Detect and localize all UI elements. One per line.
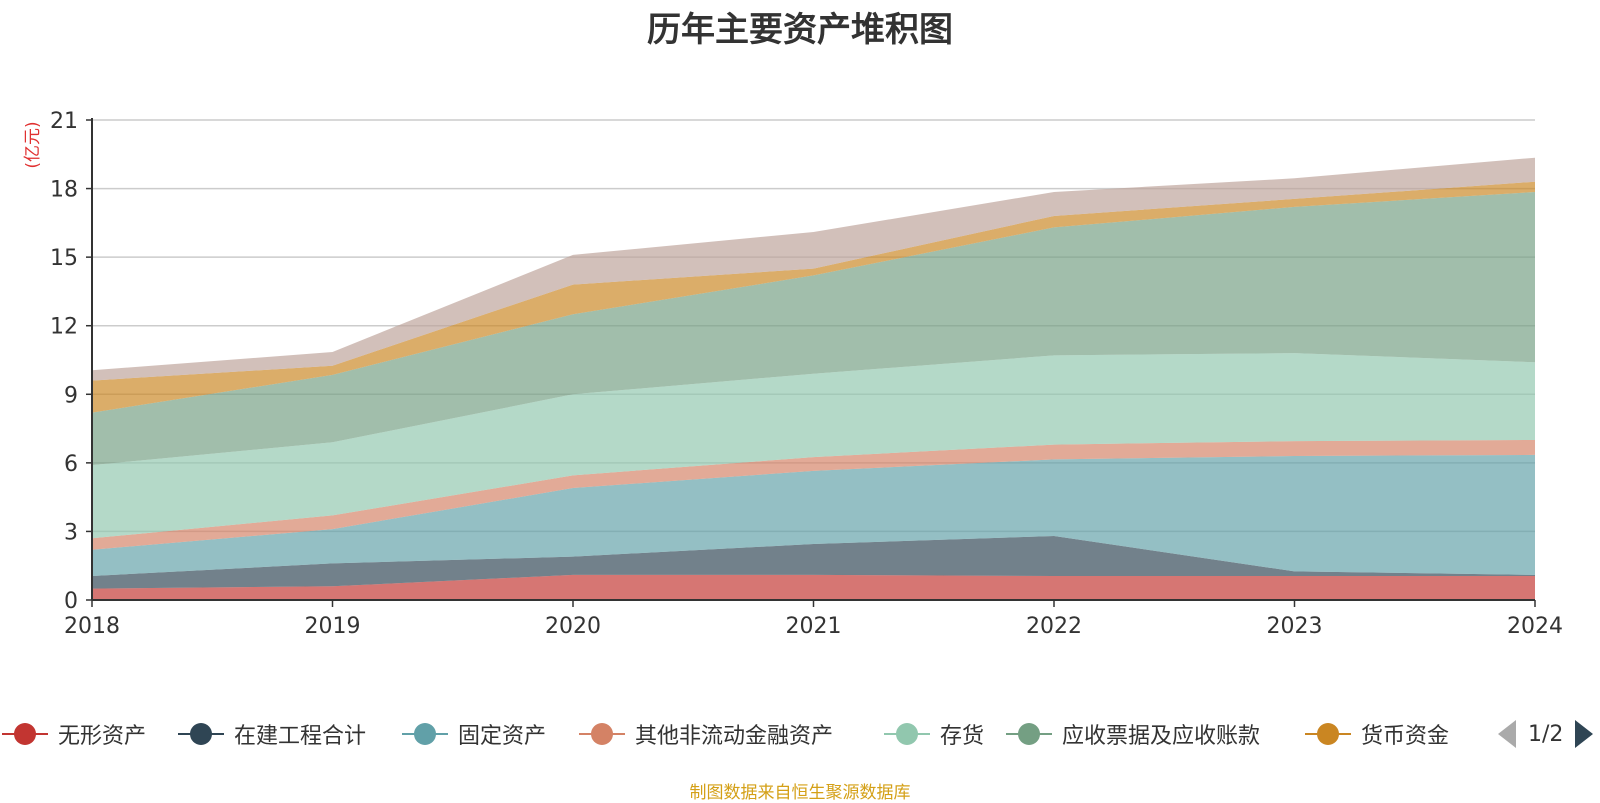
area-series-6[interactable] xyxy=(92,181,1535,413)
x-tick-label: 2023 xyxy=(1267,614,1323,639)
area-series-3[interactable] xyxy=(92,440,1535,550)
area-layer xyxy=(92,157,1535,600)
x-tick-label: 2022 xyxy=(1026,614,1082,639)
legend-item[interactable]: 货币资金 xyxy=(1303,716,1449,752)
area-series-1[interactable] xyxy=(92,536,1535,589)
y-tick-label: 12 xyxy=(50,315,78,340)
x-tick-label: 2024 xyxy=(1507,614,1563,639)
legend-item[interactable]: 存货 xyxy=(882,716,984,752)
y-tick-label: 3 xyxy=(64,520,78,545)
legend-item[interactable]: 应收票据及应收账款 xyxy=(1004,716,1260,752)
legend-label: 应收票据及应收账款 xyxy=(1062,724,1261,749)
area-series-5[interactable] xyxy=(92,192,1535,466)
legend-marker-icon xyxy=(400,716,450,752)
y-tick-label: 9 xyxy=(64,383,78,408)
area-series-4[interactable] xyxy=(92,353,1535,539)
legend-item[interactable]: 其他非流动金融资产 xyxy=(577,716,833,752)
y-tick-label: 21 xyxy=(50,109,78,134)
source-note: 制图数据来自恒生聚源数据库 xyxy=(689,783,911,803)
x-tick-label: 2018 xyxy=(64,614,120,639)
legend-marker-icon xyxy=(577,716,627,752)
y-tick-label: 15 xyxy=(50,246,78,271)
area-series-7[interactable] xyxy=(92,157,1535,381)
y-tick-label: 0 xyxy=(64,589,78,614)
area-series-2[interactable] xyxy=(92,454,1535,576)
area-series-0[interactable] xyxy=(92,574,1535,600)
pager-next-icon[interactable] xyxy=(1575,720,1594,748)
y-tick-label: 18 xyxy=(50,178,78,203)
legend-item[interactable]: 无形资产 xyxy=(0,716,146,752)
legend-item[interactable]: 固定资产 xyxy=(400,716,546,752)
legend-pager: 1/2 xyxy=(1498,716,1594,752)
legend-marker-icon xyxy=(176,716,226,752)
legend: 无形资产 在建工程合计 固定资产 其他非流动金融资产 存货 应收票据及应收账款 货币资金 xyxy=(0,716,1600,752)
y-tick-label: 6 xyxy=(64,452,78,477)
pager-prev-icon[interactable] xyxy=(1498,720,1516,748)
x-tick-label: 2020 xyxy=(545,614,601,639)
legend-marker-icon xyxy=(1303,716,1353,752)
x-tick-label: 2019 xyxy=(305,614,361,639)
legend-marker-icon xyxy=(0,716,50,752)
pager-text: 1/2 xyxy=(1528,721,1564,747)
legend-item[interactable]: 在建工程合计 xyxy=(176,716,366,752)
legend-label: 货币资金 xyxy=(1361,724,1450,749)
legend-marker-icon xyxy=(1004,716,1054,752)
legend-label: 固定资产 xyxy=(458,724,547,749)
x-tick-label: 2021 xyxy=(786,614,842,639)
legend-label: 在建工程合计 xyxy=(234,724,367,749)
axis-layer: 0 3 6 9 12 15 18 21 2018 2019 2020 2021 2022 2023 2024 xyxy=(50,109,1563,639)
y-axis-unit-label: (亿元) xyxy=(23,121,43,168)
legend-label: 存货 xyxy=(940,724,985,749)
chart-title: 历年主要资产堆积图 xyxy=(647,10,953,50)
legend-marker-icon xyxy=(882,716,932,752)
legend-label: 其他非流动金融资产 xyxy=(635,724,834,749)
legend-label: 无形资产 xyxy=(58,724,147,749)
